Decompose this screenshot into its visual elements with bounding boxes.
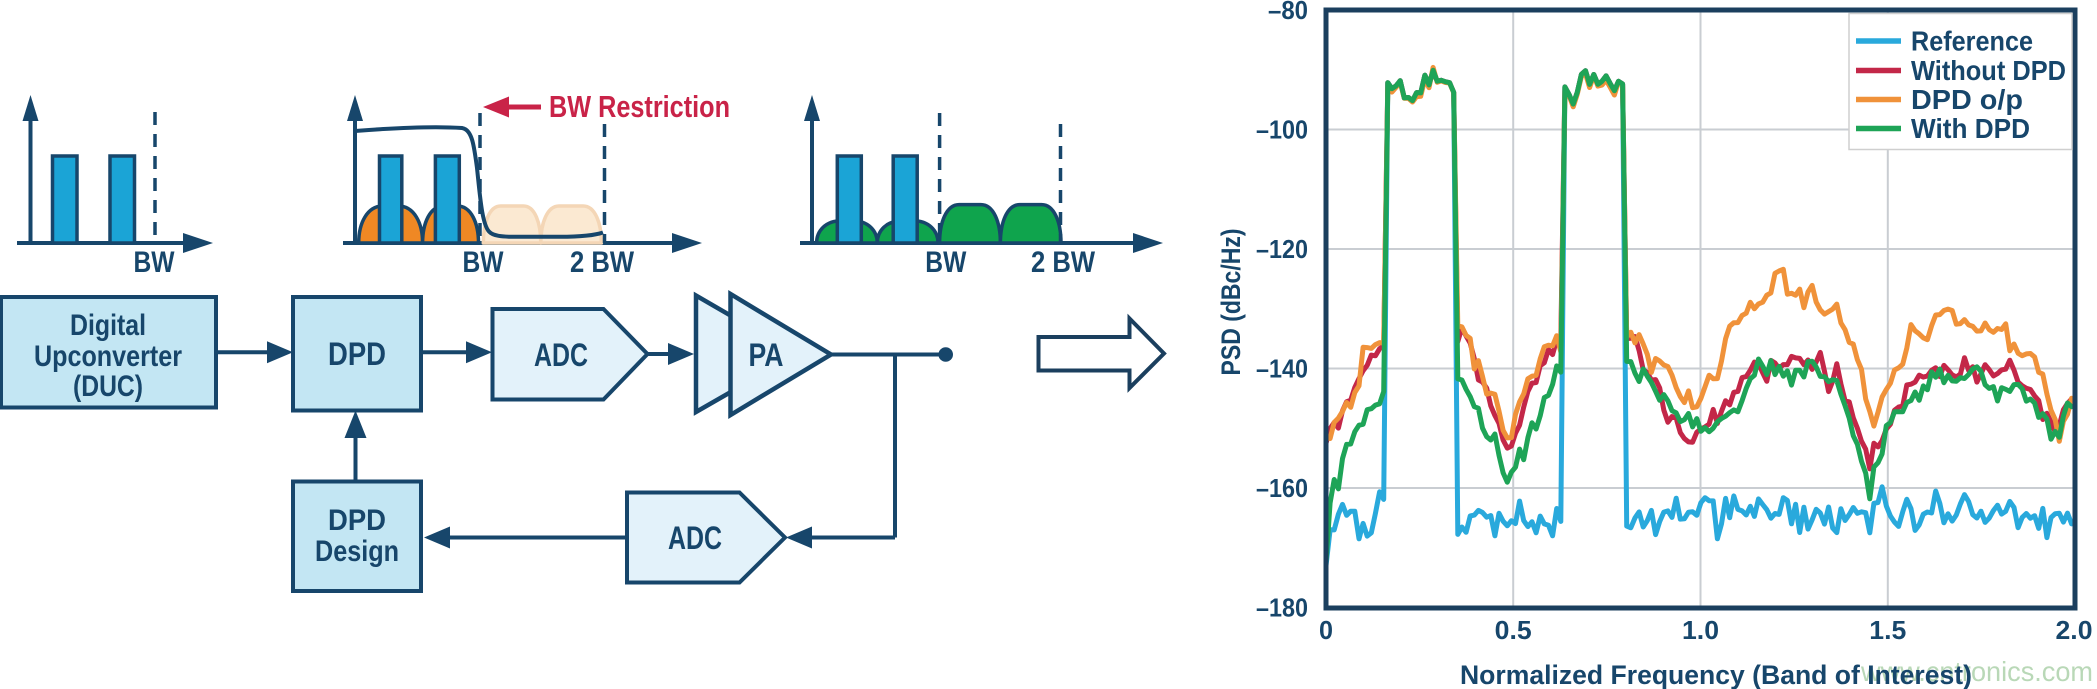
svg-text:–140: –140 bbox=[1256, 354, 1308, 384]
svg-text:DPD: DPD bbox=[328, 504, 386, 537]
svg-text:ADC: ADC bbox=[668, 520, 722, 556]
svg-text:DPD o/p: DPD o/p bbox=[1911, 84, 2023, 115]
svg-text:PSD (dBc/Hz): PSD (dBc/Hz) bbox=[1216, 229, 1246, 376]
svg-text:BW: BW bbox=[134, 246, 176, 279]
svg-text:DPD: DPD bbox=[328, 336, 386, 372]
svg-text:Reference: Reference bbox=[1911, 26, 2033, 57]
svg-text:PA: PA bbox=[749, 337, 784, 373]
svg-text:Normalized Frequency (Band of: Normalized Frequency (Band of Interest) bbox=[1460, 660, 1972, 689]
svg-text:–100: –100 bbox=[1256, 115, 1308, 145]
svg-text:Digital: Digital bbox=[70, 309, 146, 342]
svg-text:Upconverter: Upconverter bbox=[34, 340, 182, 373]
svg-text:BW: BW bbox=[925, 246, 967, 279]
svg-text:2.0: 2.0 bbox=[2056, 615, 2093, 645]
svg-text:2 BW: 2 BW bbox=[570, 246, 635, 279]
svg-text:–80: –80 bbox=[1268, 0, 1308, 25]
svg-text:1.0: 1.0 bbox=[1682, 615, 1719, 645]
svg-text:With DPD: With DPD bbox=[1911, 113, 2030, 144]
svg-text:www.cntronics.com: www.cntronics.com bbox=[1860, 656, 2093, 687]
svg-text:0: 0 bbox=[1319, 615, 1333, 645]
svg-text:BW Restriction: BW Restriction bbox=[549, 89, 730, 124]
svg-text:1.5: 1.5 bbox=[1869, 615, 1906, 645]
svg-text:(DUC): (DUC) bbox=[73, 370, 143, 403]
svg-text:–180: –180 bbox=[1256, 593, 1308, 623]
svg-text:Without DPD: Without DPD bbox=[1911, 55, 2066, 86]
svg-text:–120: –120 bbox=[1256, 234, 1308, 264]
svg-text:–160: –160 bbox=[1256, 473, 1308, 503]
svg-text:BW: BW bbox=[463, 246, 505, 279]
svg-text:2 BW: 2 BW bbox=[1031, 246, 1096, 279]
svg-text:0.5: 0.5 bbox=[1495, 615, 1532, 645]
svg-text:Design: Design bbox=[315, 535, 399, 568]
svg-text:ADC: ADC bbox=[534, 337, 588, 373]
